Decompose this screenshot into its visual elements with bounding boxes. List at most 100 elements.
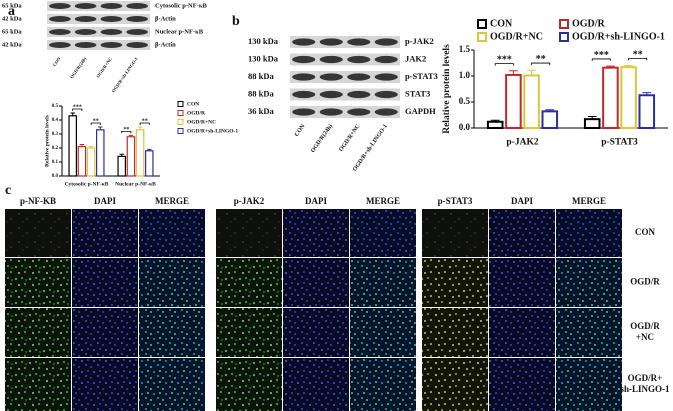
blot-band [49,29,71,35]
y-tick-label: 0.4 [52,118,59,123]
x-tick-label: p-JAK2 [506,138,538,148]
significance-bracket [72,108,83,111]
lane-label: OGD/R(24h) [309,123,334,154]
blot-strip [290,106,400,118]
kda-label: 65 kDa [2,2,22,9]
error-bar [606,65,615,68]
blot-band [126,3,148,9]
blot-band [292,108,316,116]
error-bar [70,112,75,116]
error-bar [98,126,103,130]
legend-swatch [177,119,184,125]
legend-swatch [477,32,487,42]
row-label: OGD/R [630,321,660,331]
y-axis-label: Relative protein levels [442,44,452,134]
column-header: MERGE [572,196,606,206]
micrograph [216,258,282,307]
kda-label: 36 kDa [248,106,274,116]
bar [486,120,504,130]
legend-label: OGD/R+sh-LINGO-1 [572,31,665,42]
blot-band [292,38,316,46]
error-bar [509,70,518,75]
micrograph [5,308,71,357]
blot-band [74,29,97,35]
blot-band [74,3,97,9]
error-bar [490,119,500,122]
micrograph [5,209,71,257]
legend-label: OGD/R+sh-LINGO-1 [187,128,238,134]
micrograph [489,209,555,257]
blot-band [319,38,343,46]
significance-label: ** [633,50,643,61]
kda-label: 42 kDa [2,15,22,22]
bar [126,136,136,177]
row-label: +NC [636,332,654,342]
x-tick-label: Nuclear p-NF-κB [115,181,156,187]
kda-label: 88 kDa [248,88,274,98]
blot-strip [290,88,400,101]
legend-label: OGD/R [187,110,206,116]
kda-label: 65 kDa [2,28,22,35]
column-header: DAPI [305,196,327,206]
legend-label: OGD/R+NC [490,31,543,42]
error-bar [527,69,536,76]
blot-strip [47,40,150,50]
column-header: DAPI [511,196,533,206]
micrograph [350,308,416,357]
bar [86,147,96,177]
y-tick-label: 1.0 [459,70,471,80]
bar [620,66,637,130]
row-label: sh-LINGO-1 [620,384,670,394]
blot-band [374,108,398,116]
significance-label: *** [73,105,82,111]
micrograph [489,258,555,307]
micrograph [283,358,349,411]
micrograph [72,258,138,307]
legend-swatch [477,19,487,29]
micrograph [422,308,488,357]
micrograph [350,358,416,411]
blot-band [100,3,123,9]
blot-band [74,42,97,48]
significance-bracket [494,63,514,66]
significance-bracket [139,122,150,125]
blot-band [319,90,343,99]
kda-label: 130 kDa [248,36,279,46]
blot-band [347,73,371,81]
bar [523,74,540,130]
blot-band [374,90,398,99]
panel-label: c [5,183,11,198]
significance-bracket [531,62,551,66]
micrograph [422,358,488,411]
blot-band [100,16,123,22]
micrograph [139,209,205,257]
column-header: MERGE [155,196,189,206]
error-bar [79,144,85,147]
micrograph [72,308,138,357]
blot-band [347,55,371,64]
micrograph [5,258,71,307]
blot-band [374,55,398,64]
bar [638,94,656,129]
protein-label: β-Actin [155,15,176,22]
micrograph [422,209,488,257]
micrograph [216,358,282,411]
protein-label: β-Actin [155,41,176,48]
micrograph [283,209,349,257]
row-label: OGD/R+ [628,373,663,383]
blot-band [126,42,148,48]
legend-label: OGD/R [572,18,606,29]
lane-label: OGD/R(24h) [69,56,88,80]
blot-band [319,108,343,116]
error-bar [642,92,652,96]
blot-band [374,73,398,81]
column-header: p-JAK2 [234,196,265,206]
bar [602,66,619,129]
protein-label: GAPDH [405,106,436,116]
micrograph [5,358,71,411]
blot-band [319,55,343,64]
lane-label: CON [52,56,62,68]
error-bar [587,116,597,120]
micrograph [72,209,138,257]
